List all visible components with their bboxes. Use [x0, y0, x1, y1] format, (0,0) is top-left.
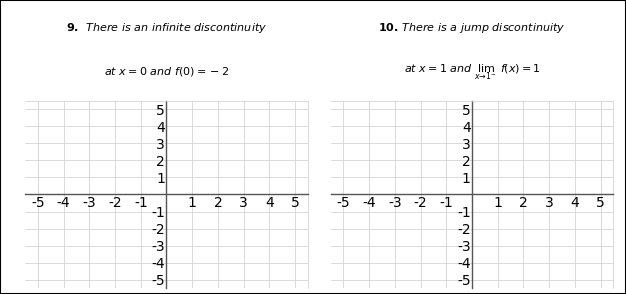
Text: 10. $\it{There\ is\ a\ jump\ discontinuity}$: 10. $\it{There\ is\ a\ jump\ discontinui… [378, 21, 566, 35]
Text: $\it{at\ x = 1\ and\ }$$\lim_{x \to 1^-}$$\it{\ f(x) = 1}$: $\it{at\ x = 1\ and\ }$$\lim_{x \to 1^-}… [404, 62, 540, 82]
Text: 9.  $\it{There\ is\ an\ infinite\ discontinuity}$: 9. $\it{There\ is\ an\ infinite\ discont… [66, 21, 267, 35]
Text: $\it{at\ x = 0\ and\ f}$$\it{(0) = -2}$: $\it{at\ x = 0\ and\ f}$$\it{(0) = -2}$ [104, 66, 229, 78]
